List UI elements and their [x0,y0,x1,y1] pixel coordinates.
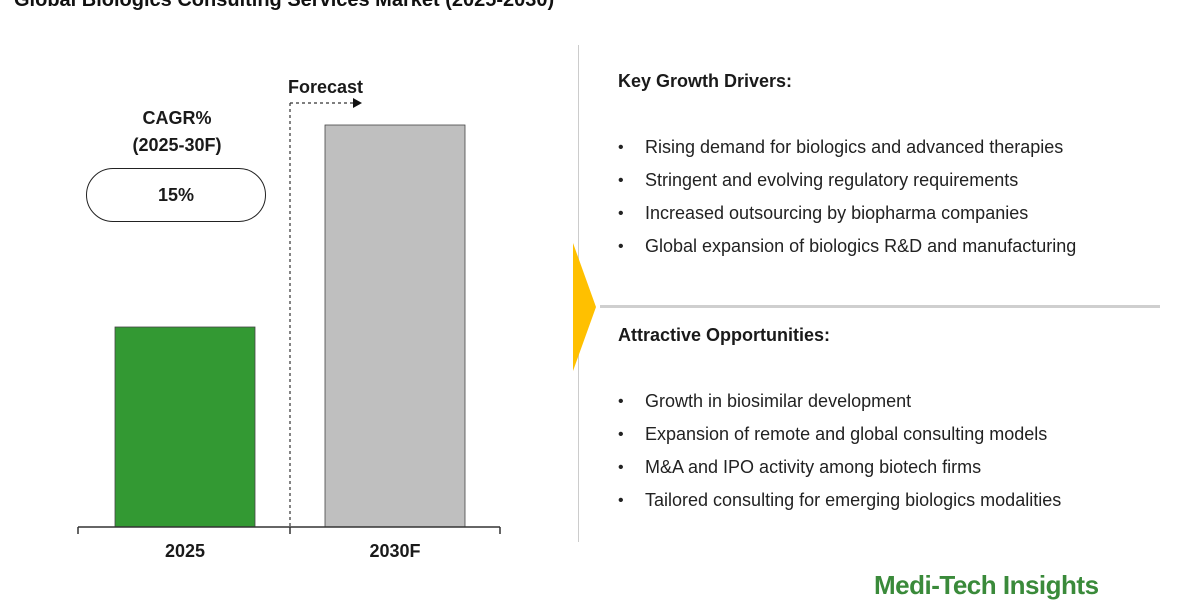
cagr-label-line-1: CAGR% [142,108,212,128]
bar-chart: 2025 2030F [77,98,501,561]
cagr-label: CAGR% (2025-30F) [86,105,268,159]
horizontal-divider [600,305,1160,308]
driver-text: Increased outsourcing by biopharma compa… [645,203,1029,223]
driver-text: Global expansion of biologics R&D and ma… [645,236,1077,256]
bar-2030f [324,124,466,528]
opportunity-text: Expansion of remote and global consultin… [645,424,1048,444]
opportunity-text: M&A and IPO activity among biotech firms [645,457,982,477]
forecast-arrow-head [353,98,362,108]
bullet-icon: • [618,491,624,509]
forecast-label: Forecast [288,77,364,97]
list-item: • Expansion of remote and global consulti… [618,418,1061,451]
driver-text: Rising demand for biologics and advanced… [645,137,1064,157]
list-item: • M&A and IPO activity among biotech firm… [618,451,1061,484]
list-item: • Tailored consulting for emerging biolog… [618,484,1061,517]
list-item: • Stringent and evolving regulatory requi… [618,164,1076,197]
list-item: • Growth in biosimilar development [618,385,1061,418]
drivers-title: Key Growth Drivers: [618,71,793,91]
bullet-icon: • [618,392,624,410]
bullet-icon: • [618,425,624,443]
x-tick-label: 2025 [165,541,205,561]
cagr-label-line-2: (2025-30F) [132,135,222,155]
list-item: • Increased outsourcing by biopharma comp… [618,197,1076,230]
cagr-value: 15% [157,184,195,205]
bar-2025 [114,326,256,528]
opportunity-text: Tailored consulting for emerging biologi… [645,490,1062,510]
bullet-icon: • [618,138,624,156]
drivers-list: • Rising demand for biologics and advance… [618,131,1076,263]
opportunity-text: Growth in biosimilar development [645,391,912,411]
opportunities-list: • Growth in biosimilar development • Expan… [618,385,1061,517]
list-item: • Rising demand for biologics and advance… [618,131,1076,164]
chart-title: Global Biologics Consulting Services Mar… [14,0,555,11]
bullet-icon: • [618,237,624,255]
brand-logo: Medi-Tech Insights [874,570,1099,600]
x-tick-label: 2030F [369,541,420,561]
opportunities-title: Attractive Opportunities: [618,325,831,345]
chevron-right-icon [573,243,596,371]
bullet-icon: • [618,204,624,222]
cagr-value-pill: 15% [86,168,266,222]
driver-text: Stringent and evolving regulatory requir… [645,170,1019,190]
bullet-icon: • [618,171,624,189]
bullet-icon: • [618,458,624,476]
list-item: • Global expansion of biologics R&D and m… [618,230,1076,263]
